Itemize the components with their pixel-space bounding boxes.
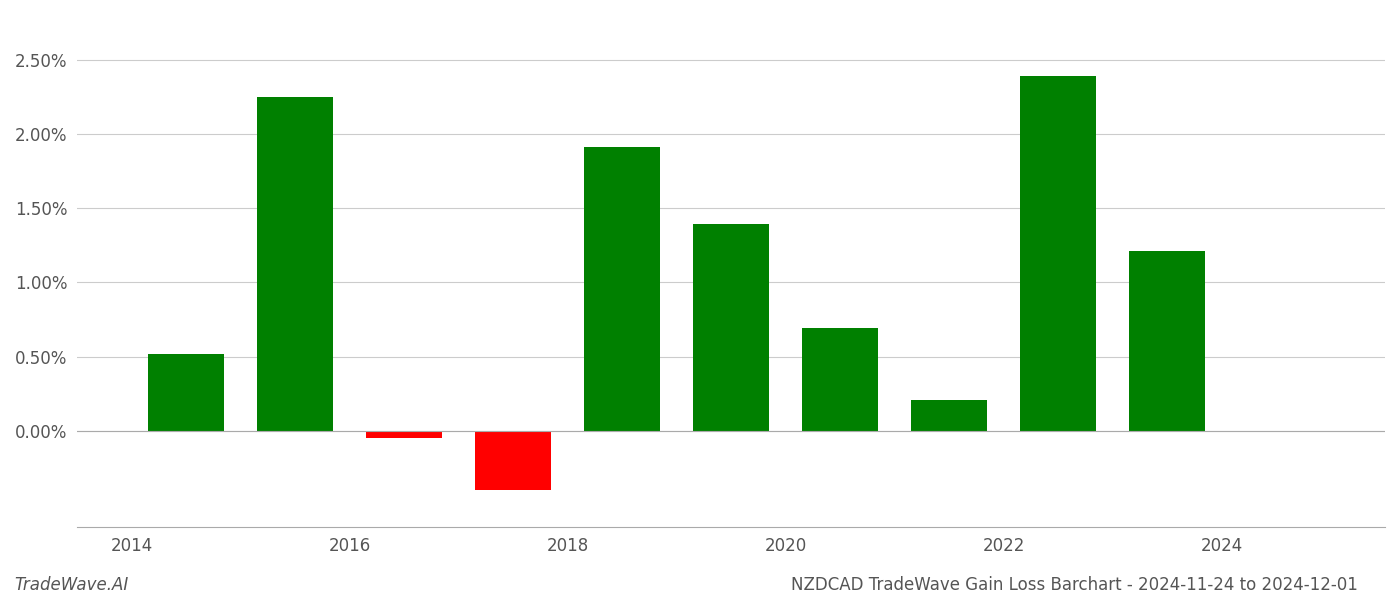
Bar <box>258 97 333 431</box>
Bar <box>1021 76 1096 431</box>
Bar <box>911 400 987 431</box>
Bar <box>693 224 769 431</box>
Bar <box>475 431 552 490</box>
Bar <box>148 353 224 431</box>
Text: TradeWave.AI: TradeWave.AI <box>14 576 129 594</box>
Text: NZDCAD TradeWave Gain Loss Barchart - 2024-11-24 to 2024-12-01: NZDCAD TradeWave Gain Loss Barchart - 20… <box>791 576 1358 594</box>
Bar <box>1128 251 1205 431</box>
Bar <box>802 328 878 431</box>
Bar <box>584 147 661 431</box>
Bar <box>365 431 442 438</box>
